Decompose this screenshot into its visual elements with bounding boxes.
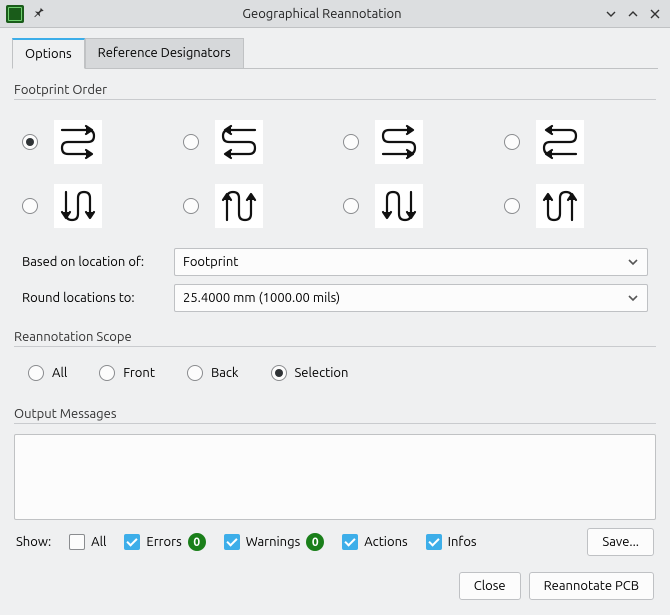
order-radio-6[interactable] bbox=[343, 198, 359, 214]
scope-all[interactable]: All bbox=[28, 365, 67, 381]
close-window-button[interactable] bbox=[646, 5, 664, 23]
errors-count-badge: 0 bbox=[188, 533, 206, 551]
warnings-count-badge: 0 bbox=[306, 533, 324, 551]
filter-errors-checkbox[interactable] bbox=[124, 534, 140, 550]
round-label: Round locations to: bbox=[22, 291, 162, 305]
order-option-3[interactable] bbox=[504, 114, 649, 170]
order-option-5[interactable] bbox=[183, 178, 328, 234]
filter-infos[interactable]: Infos bbox=[426, 534, 477, 550]
footprint-order-grid bbox=[14, 110, 656, 244]
tab-bar: Options Reference Designators bbox=[12, 38, 658, 69]
scope-row: All Front Back Selection bbox=[14, 357, 656, 393]
chevron-down-icon bbox=[627, 256, 639, 268]
filter-errors-label: Errors bbox=[146, 535, 181, 549]
scope-front[interactable]: Front bbox=[99, 365, 155, 381]
order-pattern-icon-4 bbox=[54, 184, 102, 228]
scope-all-label: All bbox=[52, 366, 67, 380]
filter-actions[interactable]: Actions bbox=[342, 534, 407, 550]
filter-actions-checkbox[interactable] bbox=[342, 534, 358, 550]
scope-front-label: Front bbox=[123, 366, 155, 380]
order-option-6[interactable] bbox=[343, 178, 488, 234]
based-on-value: Footprint bbox=[183, 255, 238, 269]
reannotate-button[interactable]: Reannotate PCB bbox=[529, 572, 654, 600]
output-messages-box[interactable] bbox=[14, 434, 656, 520]
filter-all-label: All bbox=[91, 535, 106, 549]
order-radio-7[interactable] bbox=[504, 198, 520, 214]
scope-radio-front[interactable] bbox=[99, 365, 115, 381]
order-pattern-icon-1 bbox=[215, 120, 263, 164]
order-radio-5[interactable] bbox=[183, 198, 199, 214]
scope-selection-label: Selection bbox=[295, 366, 349, 380]
filter-infos-checkbox[interactable] bbox=[426, 534, 442, 550]
scope-selection[interactable]: Selection bbox=[271, 365, 349, 381]
order-pattern-icon-3 bbox=[536, 120, 584, 164]
scope-radio-back[interactable] bbox=[187, 365, 203, 381]
divider bbox=[14, 423, 656, 424]
round-select[interactable]: 25.4000 mm (1000.00 mils) bbox=[174, 284, 648, 312]
order-radio-1[interactable] bbox=[183, 134, 199, 150]
chevron-down-icon bbox=[627, 292, 639, 304]
order-option-2[interactable] bbox=[343, 114, 488, 170]
order-pattern-icon-5 bbox=[215, 184, 263, 228]
order-pattern-icon-0 bbox=[54, 120, 102, 164]
order-pattern-icon-6 bbox=[375, 184, 423, 228]
divider bbox=[14, 346, 656, 347]
order-radio-2[interactable] bbox=[343, 134, 359, 150]
save-button[interactable]: Save... bbox=[587, 528, 654, 556]
filter-warnings[interactable]: Warnings 0 bbox=[224, 533, 325, 551]
filter-infos-label: Infos bbox=[448, 535, 477, 549]
footprint-order-title: Footprint Order bbox=[14, 83, 656, 97]
order-option-7[interactable] bbox=[504, 178, 649, 234]
divider bbox=[14, 99, 656, 100]
based-on-select[interactable]: Footprint bbox=[174, 248, 648, 276]
minimize-button[interactable] bbox=[602, 5, 620, 23]
scope-back[interactable]: Back bbox=[187, 365, 239, 381]
filter-errors[interactable]: Errors 0 bbox=[124, 533, 205, 551]
scope-title: Reannotation Scope bbox=[14, 330, 656, 344]
app-icon bbox=[6, 5, 24, 23]
order-option-1[interactable] bbox=[183, 114, 328, 170]
bottom-bar: Close Reannotate PCB bbox=[14, 562, 656, 600]
titlebar: Geographical Reannotation bbox=[0, 0, 670, 28]
scope-radio-all[interactable] bbox=[28, 365, 44, 381]
filter-warnings-checkbox[interactable] bbox=[224, 534, 240, 550]
order-radio-0[interactable] bbox=[22, 134, 38, 150]
order-radio-3[interactable] bbox=[504, 134, 520, 150]
order-pattern-icon-7 bbox=[536, 184, 584, 228]
filter-all-checkbox[interactable] bbox=[69, 534, 85, 550]
maximize-button[interactable] bbox=[624, 5, 642, 23]
output-title: Output Messages bbox=[14, 407, 656, 421]
filter-all[interactable]: All bbox=[69, 534, 106, 550]
order-option-4[interactable] bbox=[22, 178, 167, 234]
tab-reference-designators[interactable]: Reference Designators bbox=[85, 38, 244, 68]
pin-icon[interactable] bbox=[32, 5, 46, 22]
order-pattern-icon-2 bbox=[375, 120, 423, 164]
filter-row: Show: All Errors 0 Warnings 0 Actions bbox=[14, 528, 656, 562]
order-radio-4[interactable] bbox=[22, 198, 38, 214]
scope-back-label: Back bbox=[211, 366, 239, 380]
scope-radio-selection[interactable] bbox=[271, 365, 287, 381]
order-option-0[interactable] bbox=[22, 114, 167, 170]
close-button[interactable]: Close bbox=[459, 572, 521, 600]
show-label: Show: bbox=[16, 535, 51, 549]
round-value: 25.4000 mm (1000.00 mils) bbox=[183, 291, 340, 305]
window-title: Geographical Reannotation bbox=[46, 7, 598, 21]
filter-warnings-label: Warnings bbox=[246, 535, 301, 549]
tab-options[interactable]: Options bbox=[12, 38, 85, 69]
filter-actions-label: Actions bbox=[364, 535, 407, 549]
based-on-label: Based on location of: bbox=[22, 255, 162, 269]
